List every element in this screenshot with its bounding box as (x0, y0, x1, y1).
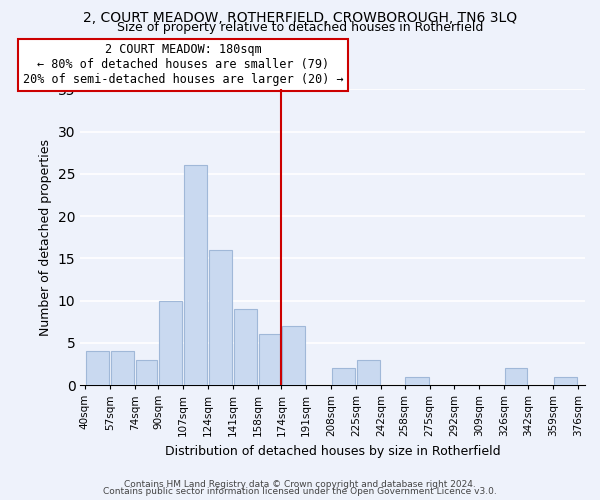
Bar (110, 351, 134, 385)
Text: Contains public sector information licensed under the Open Government Licence v3: Contains public sector information licen… (103, 488, 497, 496)
Bar (357, 360, 380, 385)
Y-axis label: Number of detached properties: Number of detached properties (40, 138, 52, 336)
Bar (282, 326, 305, 385)
X-axis label: Distribution of detached houses by size in Rotherfield: Distribution of detached houses by size … (165, 444, 500, 458)
Bar (209, 250, 232, 385)
Text: Size of property relative to detached houses in Rotherfield: Size of property relative to detached ho… (117, 21, 483, 34)
Bar (86, 351, 109, 385)
Bar (184, 166, 207, 385)
Text: Contains HM Land Registry data © Crown copyright and database right 2024.: Contains HM Land Registry data © Crown c… (124, 480, 476, 489)
Bar (554, 376, 577, 385)
Bar (159, 300, 182, 385)
Text: 2, COURT MEADOW, ROTHERFIELD, CROWBOROUGH, TN6 3LQ: 2, COURT MEADOW, ROTHERFIELD, CROWBOROUG… (83, 11, 517, 25)
Bar (332, 368, 355, 385)
Bar (136, 360, 157, 385)
Bar (505, 368, 527, 385)
Bar (259, 334, 280, 385)
Bar (406, 376, 428, 385)
Text: 2 COURT MEADOW: 180sqm
← 80% of detached houses are smaller (79)
20% of semi-det: 2 COURT MEADOW: 180sqm ← 80% of detached… (23, 44, 344, 86)
Bar (234, 309, 257, 385)
